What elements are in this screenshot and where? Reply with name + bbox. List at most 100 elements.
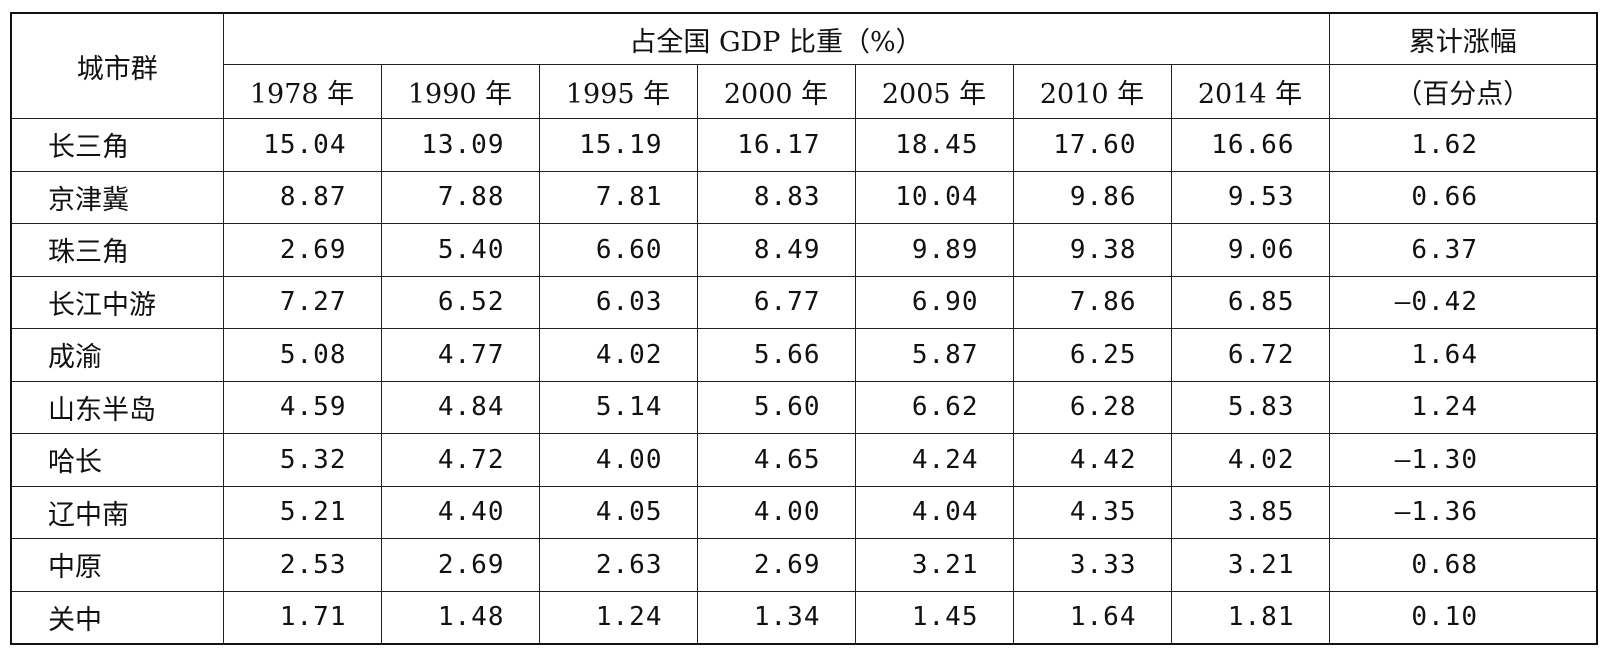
header-year: 2014 年: [1170, 64, 1330, 119]
gdp-share-cell: 5.87: [854, 328, 1014, 382]
gdp-share-cell: 2.69: [222, 223, 382, 277]
gdp-share-cell: 9.38: [1012, 223, 1172, 277]
gdp-share-cell: 4.02: [538, 328, 698, 382]
gdp-share-cell: 6.77: [696, 275, 856, 329]
gdp-share-cell: 5.83: [1170, 380, 1330, 434]
city-group-name: 辽中南: [10, 485, 224, 539]
gdp-share-cell: 5.21: [222, 485, 382, 539]
gdp-share-cell: 1.34: [696, 590, 856, 645]
cumulative-change-cell: 6.37: [1328, 223, 1598, 277]
gdp-share-cell: 8.49: [696, 223, 856, 277]
gdp-share-cell: 9.06: [1170, 223, 1330, 277]
city-group-name: 中原: [10, 538, 224, 592]
header-year: 1995 年: [538, 64, 698, 119]
gdp-share-cell: 9.53: [1170, 170, 1330, 224]
cumulative-change-cell: 0.68: [1328, 538, 1598, 592]
gdp-share-cell: 5.08: [222, 328, 382, 382]
gdp-share-cell: 4.02: [1170, 433, 1330, 487]
gdp-share-cell: 16.17: [696, 118, 856, 172]
table-row: 关中 1.71 1.48 1.24 1.34 1.45 1.64 1.81 0.10: [10, 590, 1598, 645]
gdp-share-cell: 4.42: [1012, 433, 1172, 487]
gdp-share-cell: 4.00: [696, 485, 856, 539]
gdp-share-cell: 4.77: [380, 328, 540, 382]
gdp-share-cell: 3.21: [854, 538, 1014, 592]
gdp-share-cell: 1.24: [538, 590, 698, 645]
city-group-name: 关中: [10, 590, 224, 645]
gdp-share-cell: 3.21: [1170, 538, 1330, 592]
gdp-share-cell: 1.71: [222, 590, 382, 645]
gdp-share-cell: 10.04: [854, 170, 1014, 224]
cumulative-change-cell: 1.64: [1328, 328, 1598, 382]
gdp-share-cell: 2.63: [538, 538, 698, 592]
gdp-share-cell: 6.72: [1170, 328, 1330, 382]
header-cumulative-line2: （百分点）: [1328, 64, 1598, 119]
gdp-share-cell: 6.85: [1170, 275, 1330, 329]
gdp-share-cell: 9.86: [1012, 170, 1172, 224]
cumulative-change-cell: —0.42: [1328, 275, 1598, 329]
gdp-share-cell: 18.45: [854, 118, 1014, 172]
gdp-share-cell: 6.52: [380, 275, 540, 329]
city-group-name: 珠三角: [10, 223, 224, 277]
gdp-share-cell: 2.69: [696, 538, 856, 592]
gdp-share-cell: 4.35: [1012, 485, 1172, 539]
cumulative-change-cell: 1.62: [1328, 118, 1598, 172]
gdp-share-cell: 3.33: [1012, 538, 1172, 592]
gdp-share-table: 城市群 占全国 GDP 比重（%） 累计涨幅 1978 年 1990 年 1995 …: [10, 12, 1598, 645]
header-year: 1978 年: [222, 64, 382, 119]
gdp-share-cell: 4.84: [380, 380, 540, 434]
table-row: 珠三角 2.69 5.40 6.60 8.49 9.89 9.38 9.06 6.37: [10, 223, 1598, 277]
table-row: 成渝 5.08 4.77 4.02 5.66 5.87 6.25 6.72 1.64: [10, 328, 1598, 382]
cumulative-change-cell: 0.10: [1328, 590, 1598, 645]
gdp-share-cell: 4.72: [380, 433, 540, 487]
gdp-share-cell: 2.69: [380, 538, 540, 592]
gdp-share-cell: 15.04: [222, 118, 382, 172]
header-cumulative-line1: 累计涨幅: [1328, 12, 1598, 65]
table-row: 哈长 5.32 4.72 4.00 4.65 4.24 4.42 4.02 —1.30: [10, 433, 1598, 487]
gdp-share-cell: 9.89: [854, 223, 1014, 277]
gdp-share-cell: 5.14: [538, 380, 698, 434]
header-year: 1990 年: [380, 64, 540, 119]
gdp-share-cell: 7.88: [380, 170, 540, 224]
gdp-share-cell: 6.28: [1012, 380, 1172, 434]
gdp-share-cell: 6.60: [538, 223, 698, 277]
table-row: 长三角 15.04 13.09 15.19 16.17 18.45 17.60 16.66 1.…: [10, 118, 1598, 172]
gdp-share-cell: 17.60: [1012, 118, 1172, 172]
gdp-share-cell: 1.48: [380, 590, 540, 645]
gdp-share-cell: 13.09: [380, 118, 540, 172]
gdp-share-cell: 4.00: [538, 433, 698, 487]
gdp-share-cell: 1.81: [1170, 590, 1330, 645]
city-group-name: 京津冀: [10, 170, 224, 224]
cumulative-change-cell: —1.36: [1328, 485, 1598, 539]
gdp-share-cell: 7.86: [1012, 275, 1172, 329]
city-group-name: 长江中游: [10, 275, 224, 329]
header-year: 2000 年: [696, 64, 856, 119]
city-group-name: 长三角: [10, 118, 224, 172]
gdp-share-cell: 3.85: [1170, 485, 1330, 539]
gdp-share-cell: 1.45: [854, 590, 1014, 645]
cumulative-change-cell: 0.66: [1328, 170, 1598, 224]
gdp-share-cell: 4.59: [222, 380, 382, 434]
gdp-share-cell: 4.40: [380, 485, 540, 539]
table-row: 辽中南 5.21 4.40 4.05 4.00 4.04 4.35 3.85 —1.36: [10, 485, 1598, 539]
gdp-share-cell: 7.27: [222, 275, 382, 329]
gdp-share-cell: 4.05: [538, 485, 698, 539]
city-group-name: 哈长: [10, 433, 224, 487]
gdp-share-cell: 5.60: [696, 380, 856, 434]
gdp-share-cell: 6.62: [854, 380, 1014, 434]
gdp-share-cell: 5.40: [380, 223, 540, 277]
gdp-share-cell: 4.24: [854, 433, 1014, 487]
gdp-share-cell: 7.81: [538, 170, 698, 224]
gdp-share-cell: 8.87: [222, 170, 382, 224]
gdp-share-cell: 6.03: [538, 275, 698, 329]
gdp-share-cell: 8.83: [696, 170, 856, 224]
gdp-share-cell: 6.25: [1012, 328, 1172, 382]
cumulative-change-cell: —1.30: [1328, 433, 1598, 487]
gdp-share-cell: 5.66: [696, 328, 856, 382]
header-year: 2010 年: [1012, 64, 1172, 119]
header-city-group: 城市群: [10, 12, 224, 119]
gdp-share-cell: 4.65: [696, 433, 856, 487]
city-group-name: 山东半岛: [10, 380, 224, 434]
gdp-share-cell: 5.32: [222, 433, 382, 487]
cumulative-change-cell: 1.24: [1328, 380, 1598, 434]
table-row: 中原 2.53 2.69 2.63 2.69 3.21 3.33 3.21 0.68: [10, 538, 1598, 592]
